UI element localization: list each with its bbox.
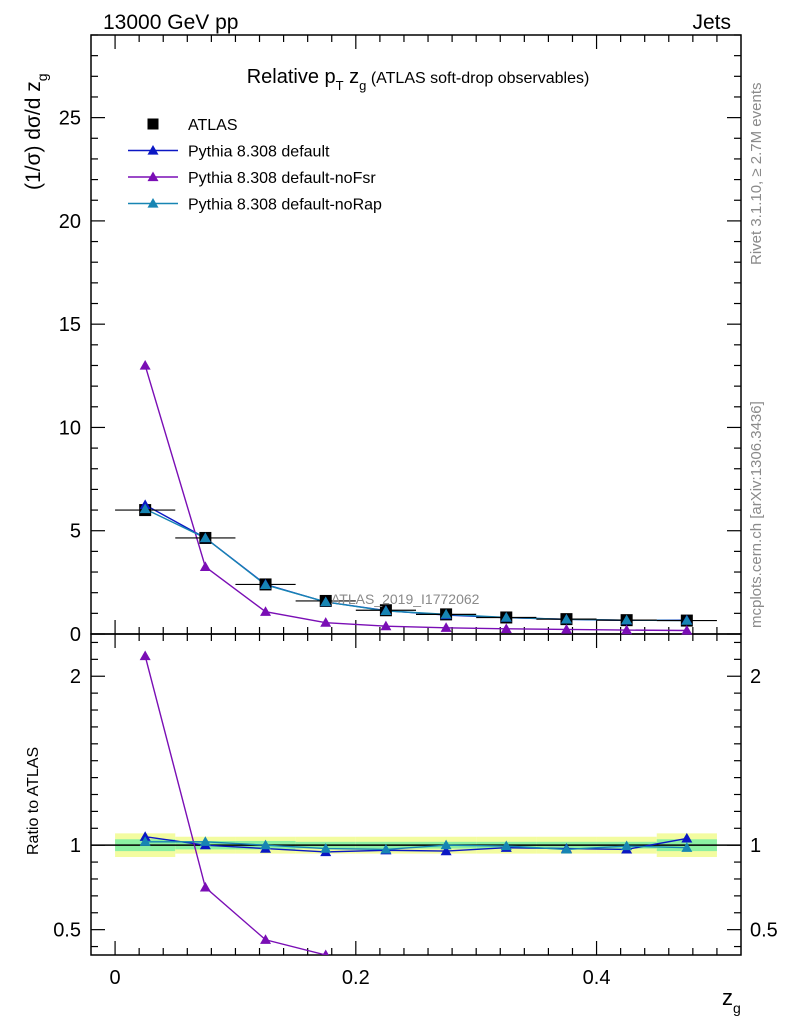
main-plot-area [115,359,717,635]
triangle-marker [320,596,332,607]
y-tick-label-ratio: 0.5 [53,920,81,942]
y-tick-label-main: 15 [59,314,81,336]
triangle-marker [380,620,392,631]
triangle-marker [621,614,633,625]
triangle-marker [380,843,392,854]
triangle-marker [621,624,633,635]
triangle-marker [199,532,211,543]
y-tick-label-main: 5 [70,521,81,543]
triangle-marker [320,617,332,627]
y-tick-label-main: 25 [59,108,81,130]
triangle-marker [380,605,392,615]
legend-label: ATLAS [188,117,238,134]
x-tick-label: 0 [110,967,121,989]
mcplots-label: mcplots.cern.ch [arXiv:1306.3436] [748,401,765,628]
ratio-series [139,650,693,955]
triangle-marker [139,650,151,661]
triangle-marker [440,845,452,856]
triangle-marker [260,934,272,944]
analysis-label: ATLAS_2019_I1772062 [331,591,480,607]
y-tick-label-ratio: 2 [70,666,81,688]
triangle-marker [260,839,272,850]
y-axis-label-main: (1/σ) dσ/d zg [22,73,50,190]
triangle-marker [322,949,329,955]
header-left: 13000 GeV pp [103,11,238,34]
y-tick-label-ratio-right: 1 [750,835,761,857]
axis-ticks [91,34,741,955]
triangle-marker [560,613,572,624]
triangle-marker [500,623,512,633]
ratio-panel-frame [90,633,742,956]
y-tick-label-ratio-right: 0.5 [750,920,778,942]
y-tick-label-main: 10 [59,417,81,439]
x-axis-label: zg [722,985,741,1016]
legend-label: Pythia 8.308 default [188,144,330,161]
triangle-marker [560,623,572,634]
triangle-marker [199,836,211,846]
triangle-marker [139,831,151,841]
triangle-marker [440,839,452,850]
series-line-ratio [145,836,687,853]
triangle-marker [560,843,572,854]
triangle-marker [621,840,633,851]
triangle-marker [681,832,693,843]
triangle-marker [139,836,151,846]
x-tick-label: 0.4 [583,967,611,989]
triangle-marker [147,145,159,155]
triangle-marker [139,503,151,514]
triangle-marker [500,840,512,851]
triangle-marker [440,608,452,619]
triangle-marker [147,171,159,182]
header-right: Jets [692,11,731,34]
triangle-marker [139,359,151,370]
triangle-marker [199,881,211,892]
triangle-marker [681,842,693,852]
series-line-ratio [144,655,326,955]
ratio-error-bands [91,833,741,858]
series-line-ratio [145,841,687,851]
ratio-plot-area [139,650,693,955]
y-tick-label-ratio: 1 [70,835,81,857]
triangle-marker [320,843,332,853]
triangle-marker [681,624,693,635]
chart-title: Relative pT zg (ATLAS soft-drop observab… [247,66,590,93]
triangle-marker [681,615,693,625]
legend-label: Pythia 8.308 default-noRap [188,197,382,214]
legend-marker-data [147,118,159,130]
y-tick-label-ratio-right: 2 [750,666,761,688]
triangle-marker [260,579,272,589]
rivet-version-label: Rivet 3.1.10, ≥ 2.7M events [748,83,765,266]
series-line-main [144,365,687,632]
legend-label: Pythia 8.308 default-noFsr [188,170,376,187]
triangle-marker [260,606,272,616]
triangle-marker [199,561,211,571]
y-axis-label-ratio: Ratio to ATLAS [25,747,42,855]
triangle-marker [500,611,512,622]
triangle-marker [440,622,452,632]
legend: ATLAS Pythia 8.308 default Pythia 8.308 de… [128,117,382,214]
y-tick-label-main: 0 [70,624,81,646]
x-tick-label: 0.2 [342,967,370,989]
y-tick-label-main: 20 [59,211,81,233]
triangle-marker [147,198,159,208]
axis-tick-labels: 0 0.2 0.4 0 5 10 15 20 25 0.5 0.5 1 1 2 2 [53,108,778,989]
